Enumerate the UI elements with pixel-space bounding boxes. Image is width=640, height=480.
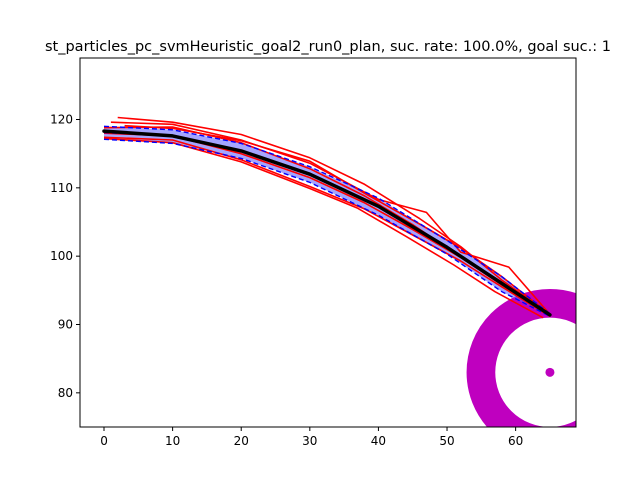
x-tick-label-60: 60 xyxy=(508,434,523,448)
particle-trajectory-5 xyxy=(103,136,551,317)
particle-trajectory-2 xyxy=(110,121,551,315)
goal-region xyxy=(466,288,576,427)
plot-frame xyxy=(79,57,577,428)
planned-trajectory-3 xyxy=(103,131,551,316)
y-tick-label-100: 100 xyxy=(50,249,73,263)
plot-area xyxy=(102,116,576,427)
particle-trajectory-3 xyxy=(103,126,551,316)
y-tick-label-90: 90 xyxy=(58,318,73,332)
goal-center-marker xyxy=(545,367,555,377)
planned-trajectory-2 xyxy=(103,125,551,315)
axis-ticks: 0 10 20 30 40 50 60 80 90 100 110 120 xyxy=(50,113,523,449)
y-tick-label-80: 80 xyxy=(58,386,73,400)
x-tick-label-50: 50 xyxy=(439,434,454,448)
planned-band xyxy=(104,126,550,317)
y-tick-label-120: 120 xyxy=(50,113,73,127)
planned-trajectory-1 xyxy=(103,138,551,317)
y-tick-label-110: 110 xyxy=(50,181,73,195)
x-tick-label-30: 30 xyxy=(302,434,317,448)
x-tick-label-10: 10 xyxy=(165,434,180,448)
x-tick-label-20: 20 xyxy=(234,434,249,448)
chart-title: st_particles_pc_svmHeuristic_goal2_run0_… xyxy=(45,39,611,55)
mean-trajectory xyxy=(102,129,552,317)
particle-trajectory-1 xyxy=(117,116,551,315)
x-tick-label-40: 40 xyxy=(371,434,386,448)
x-tick-label-0: 0 xyxy=(100,434,108,448)
particle-trajectory-6 xyxy=(103,137,544,319)
particle-trajectory-4 xyxy=(103,132,551,317)
